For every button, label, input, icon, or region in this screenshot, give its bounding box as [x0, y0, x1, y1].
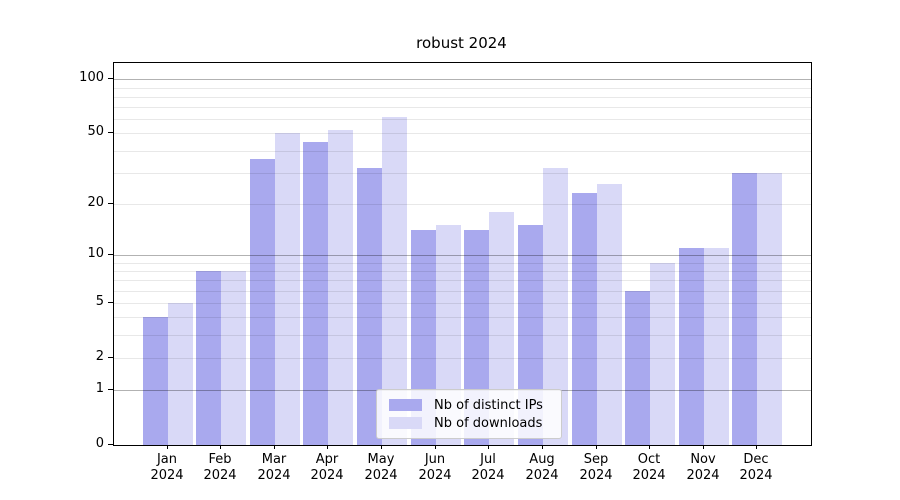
x-tick-mark-jul — [488, 445, 489, 449]
gridline-8 — [114, 271, 811, 272]
legend-entry-distinct-ips: Nb of distinct IPs — [389, 398, 551, 413]
gridline-90 — [114, 88, 811, 89]
x-tick-mark-aug — [542, 445, 543, 449]
legend-entry-downloads: Nb of downloads — [389, 416, 551, 431]
bar-dec-distinct-ips — [732, 172, 758, 445]
x-tick-label-jul: Jul 2024 — [471, 452, 505, 483]
legend-swatch-downloads — [389, 417, 422, 429]
x-tick-mark-dec — [756, 445, 757, 449]
plot-area — [113, 62, 812, 446]
bar-feb-downloads — [221, 270, 247, 445]
bar-oct-downloads — [650, 262, 676, 445]
bar-apr-distinct-ips — [303, 141, 329, 445]
x-tick-mark-sep — [596, 445, 597, 449]
bar-sep-distinct-ips — [571, 193, 597, 445]
gridline-20 — [114, 204, 811, 205]
legend: Nb of distinct IPs Nb of downloads — [376, 389, 562, 439]
gridline-9 — [114, 263, 811, 264]
y-tick-label-5: 5 — [95, 294, 104, 309]
y-tick-mark-2 — [108, 357, 113, 358]
bar-feb-distinct-ips — [196, 270, 222, 445]
x-tick-label-feb: Feb 2024 — [203, 452, 237, 483]
gridline-6 — [114, 291, 811, 292]
x-tick-mark-may — [381, 445, 382, 449]
gridline-2 — [114, 358, 811, 359]
legend-label-distinct-ips: Nb of distinct IPs — [434, 397, 543, 413]
y-tick-mark-5 — [108, 302, 113, 303]
gridline-80 — [114, 97, 811, 98]
x-tick-label-jun: Jun 2024 — [418, 452, 452, 483]
x-tick-label-mar: Mar 2024 — [257, 452, 291, 483]
x-tick-mark-jan — [167, 445, 168, 449]
y-tick-label-20: 20 — [87, 195, 104, 210]
y-tick-label-10: 10 — [87, 246, 104, 261]
x-tick-mark-nov — [703, 445, 704, 449]
bar-mar-downloads — [274, 133, 300, 445]
gridline-3 — [114, 335, 811, 336]
y-tick-mark-50 — [108, 132, 113, 133]
x-tick-mark-oct — [649, 445, 650, 449]
bar-oct-distinct-ips — [625, 290, 651, 445]
bar-sep-downloads — [596, 183, 622, 445]
x-tick-mark-apr — [327, 445, 328, 449]
bar-jan-downloads — [167, 303, 193, 445]
y-tick-label-1: 1 — [95, 381, 104, 396]
gridline-5 — [114, 303, 811, 304]
x-tick-label-nov: Nov 2024 — [686, 452, 720, 483]
gridline-30 — [114, 173, 811, 174]
gridline-60 — [114, 119, 811, 120]
gridline-10 — [114, 255, 811, 256]
gridline-100 — [114, 79, 811, 80]
x-tick-mark-mar — [274, 445, 275, 449]
bar-apr-downloads — [328, 130, 354, 445]
y-tick-mark-0 — [108, 444, 113, 445]
y-tick-label-50: 50 — [87, 124, 104, 139]
legend-swatch-distinct-ips — [389, 399, 422, 411]
gridline-40 — [114, 151, 811, 152]
y-tick-label-0: 0 — [95, 436, 104, 451]
x-tick-label-sep: Sep 2024 — [579, 452, 613, 483]
x-tick-label-oct: Oct 2024 — [632, 452, 666, 483]
legend-label-downloads: Nb of downloads — [434, 415, 543, 431]
x-tick-label-dec: Dec 2024 — [739, 452, 773, 483]
gridline-70 — [114, 107, 811, 108]
y-tick-mark-20 — [108, 203, 113, 204]
x-tick-label-aug: Aug 2024 — [525, 452, 559, 483]
gridline-7 — [114, 280, 811, 281]
x-tick-label-jan: Jan 2024 — [150, 452, 184, 483]
y-tick-mark-100 — [108, 78, 113, 79]
gridline-4 — [114, 317, 811, 318]
y-tick-mark-10 — [108, 254, 113, 255]
bar-dec-downloads — [757, 172, 783, 445]
y-tick-label-100: 100 — [79, 70, 104, 85]
x-tick-mark-feb — [220, 445, 221, 449]
bar-nov-distinct-ips — [678, 248, 704, 445]
gridline-50 — [114, 133, 811, 134]
bar-nov-downloads — [703, 248, 729, 445]
y-tick-label-2: 2 — [95, 349, 104, 364]
x-tick-label-may: May 2024 — [364, 452, 398, 483]
bar-mar-distinct-ips — [249, 158, 275, 445]
bar-jan-distinct-ips — [142, 317, 168, 445]
x-tick-label-apr: Apr 2024 — [310, 452, 344, 483]
y-tick-mark-1 — [108, 389, 113, 390]
chart-title: robust 2024 — [416, 34, 507, 52]
x-tick-mark-jun — [435, 445, 436, 449]
